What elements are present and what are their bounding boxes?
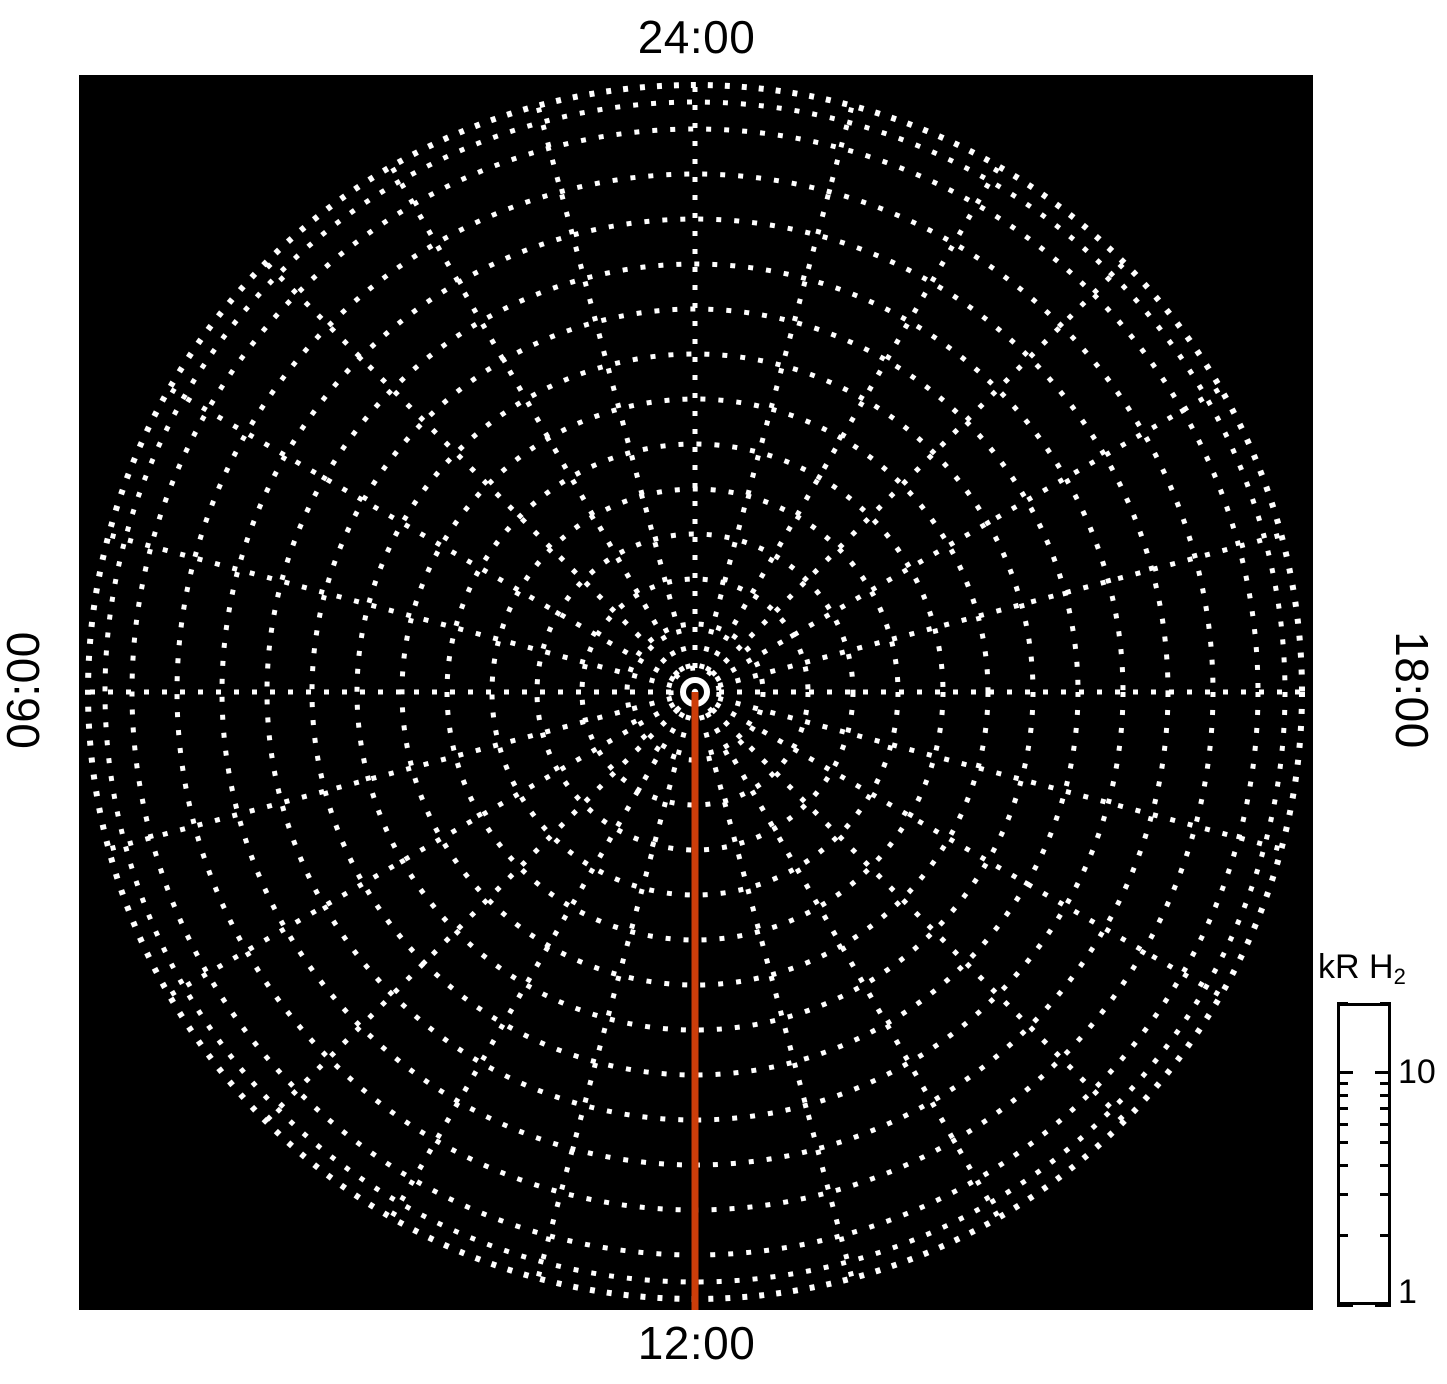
colorbar-tick	[1380, 1233, 1391, 1237]
latitude-ring	[624, 621, 766, 763]
local-time-spoke	[714, 386, 1222, 683]
colorbar-tick	[1337, 1122, 1348, 1126]
colorbar-title-subscript: 2	[1393, 964, 1406, 989]
latitude-ring	[354, 351, 1036, 1033]
latitude-ring	[489, 486, 901, 898]
local-time-spoke	[704, 165, 1001, 673]
local-time-spoke	[704, 711, 1001, 1219]
local-time-spoke	[698, 105, 855, 670]
colorbar-tick	[1380, 1192, 1391, 1196]
colorbar-tick	[1337, 1107, 1348, 1111]
local-time-spoke	[710, 261, 1126, 677]
axis-label-left: 06:00	[0, 631, 49, 749]
local-time-spoke	[714, 701, 1222, 998]
local-time-spoke	[108, 532, 673, 689]
colorbar-tick	[1380, 1122, 1391, 1126]
colorbar-tick	[1337, 1001, 1348, 1005]
polar-grid-svg	[79, 75, 1313, 1310]
colorbar-tick	[1380, 1141, 1391, 1145]
local-time-spoke	[389, 165, 686, 673]
colorbar-tick-group	[1337, 1001, 1391, 1307]
latitude-ring	[264, 261, 1126, 1123]
colorbar-tick	[1380, 1093, 1391, 1097]
axis-label-top: 24:00	[637, 11, 756, 63]
local-time-spoke	[168, 386, 676, 683]
local-time-spoke	[717, 695, 1282, 852]
colorbar-tick	[1380, 1163, 1391, 1167]
colorbar-tick	[1337, 1233, 1348, 1237]
colorbar-tick-label-1: 1	[1398, 1273, 1417, 1311]
local-time-spoke-group	[88, 85, 1302, 1299]
colorbar-gradient	[1337, 1003, 1391, 1305]
local-time-spoke	[264, 261, 680, 677]
colorbar-tick-label-10: 10	[1398, 1052, 1436, 1091]
colorbar-tick	[1337, 1071, 1353, 1075]
local-time-spoke	[698, 714, 855, 1279]
colorbar-tick	[1380, 1001, 1391, 1005]
local-time-spoke	[108, 695, 673, 852]
latitude-ring	[534, 531, 856, 853]
colorbar-tick	[1337, 1141, 1348, 1145]
latitude-ring	[309, 306, 1081, 1078]
colorbar-tick	[1337, 1081, 1348, 1085]
colorbar-tick	[1337, 1093, 1348, 1097]
colorbar-tick	[1337, 1303, 1353, 1307]
colorbar-tick	[1337, 1163, 1348, 1167]
colorbar-tick	[1380, 1107, 1391, 1111]
latitude-ring	[444, 441, 946, 943]
axis-label-bottom: 12:00	[637, 1317, 756, 1369]
axis-label-right: 18:00	[1386, 631, 1438, 749]
local-time-spoke	[535, 714, 692, 1279]
colorbar-tick	[1380, 1081, 1391, 1085]
colorbar-title: kR H2	[1318, 948, 1406, 989]
local-time-spoke	[535, 105, 692, 670]
polar-plot-area	[79, 75, 1313, 1310]
colorbar-tick	[1375, 1071, 1391, 1075]
local-time-spoke	[710, 707, 1126, 1123]
colorbar-tick	[1375, 1303, 1391, 1307]
latitude-ring	[579, 576, 811, 808]
latitude-ring-outer-inner	[102, 99, 1288, 1285]
colorbar: kR H2 10 1	[1316, 950, 1447, 1320]
colorbar-title-text: kR H	[1318, 948, 1394, 986]
local-time-spoke	[717, 532, 1282, 689]
local-time-spoke	[264, 707, 680, 1123]
latitude-ring	[399, 396, 991, 988]
local-time-spoke	[168, 701, 676, 998]
local-time-spoke	[389, 711, 686, 1219]
colorbar-tick	[1337, 1192, 1348, 1196]
